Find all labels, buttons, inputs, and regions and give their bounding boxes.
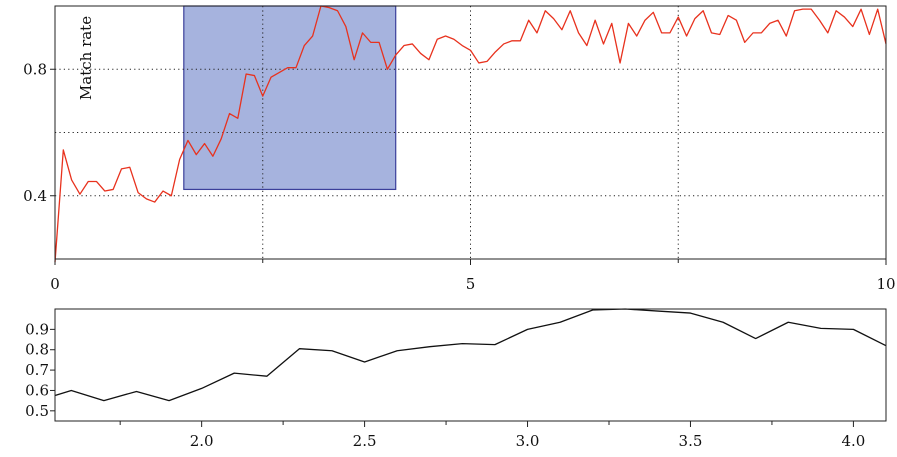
plot-frame	[54, 5, 887, 260]
x-tick-label: 2.0	[190, 432, 214, 450]
y-tick-label: 0.8	[25, 341, 49, 359]
highlight-region	[183, 5, 397, 191]
x-tick-label: 4.0	[841, 432, 865, 450]
y-tick-label: 0.5	[25, 402, 49, 420]
series-line-0	[54, 5, 887, 263]
x-tick-label: 3.0	[516, 432, 540, 450]
y-tick-label: 0.8	[23, 60, 47, 78]
y-tick-label: 0.7	[25, 361, 49, 379]
x-tick-label: 2.5	[353, 432, 377, 450]
series-line-0	[54, 308, 887, 402]
plot-frame	[54, 308, 887, 422]
zoom-chart-panel: 2.0 2.5 3.0 3.5 4.0 0.5 0.6 0.7 0.8 0.9	[25, 308, 887, 450]
x-tick-label: 10	[876, 275, 895, 293]
x-tick-label: 0	[50, 275, 60, 293]
x-tick-label: 3.5	[679, 432, 703, 450]
main-chart-panel: 0 5 10 0.4 0.8 Match rate	[23, 5, 896, 293]
y-tick-label: 0.9	[25, 320, 49, 338]
x-tick-label: 5	[466, 275, 476, 293]
y-tick-label: 0.6	[25, 381, 49, 399]
y-axis-label: Match rate	[77, 16, 95, 100]
y-tick-label: 0.4	[23, 187, 47, 205]
